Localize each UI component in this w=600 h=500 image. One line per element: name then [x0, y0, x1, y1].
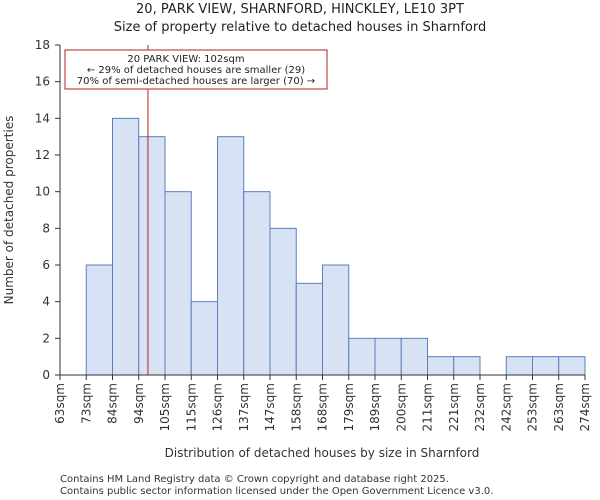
x-tick-label: 179sqm [342, 383, 356, 431]
bar-94sqm [138, 136, 166, 376]
x-tick-label: 158sqm [289, 383, 303, 431]
bar-115sqm [190, 301, 218, 376]
x-tick-label: 126sqm [211, 383, 225, 431]
chart-title: 20, PARK VIEW, SHARNFORD, HINCKLEY, LE10… [136, 2, 464, 17]
y-axis-label: Number of detached properties [2, 116, 16, 305]
chart-subtitle: Size of property relative to detached ho… [114, 20, 487, 35]
x-tick-label: 63sqm [53, 383, 67, 424]
x-axis-ticks: 63sqm 73sqm 84sqm 94sqm 105sqm 115sqm 126sqm 13… [53, 375, 592, 431]
y-tick-label: 12 [35, 148, 50, 162]
x-tick-label: 84sqm [106, 383, 120, 424]
annotation-line-1: 20 PARK VIEW: 102sqm [127, 54, 244, 65]
annotation-line-2: ← 29% of detached houses are smaller (29… [87, 65, 305, 76]
x-tick-label: 274sqm [578, 383, 592, 431]
y-tick-label: 10 [35, 185, 50, 199]
x-tick-label: 263sqm [552, 383, 566, 431]
y-tick-label: 0 [42, 368, 50, 382]
y-tick-label: 2 [42, 331, 50, 345]
y-tick-label: 18 [35, 38, 50, 52]
bar-73sqm [85, 264, 113, 376]
x-tick-label: 73sqm [79, 383, 93, 424]
bar-263sqm [558, 356, 586, 376]
x-tick-label: 137sqm [237, 383, 251, 431]
bar-242sqm [505, 356, 533, 376]
x-tick-label: 168sqm [316, 383, 330, 431]
bar-221sqm [453, 356, 481, 376]
y-tick-label: 14 [35, 111, 50, 125]
y-tick-label: 8 [42, 221, 50, 235]
x-tick-label: 232sqm [473, 383, 487, 431]
x-tick-label: 211sqm [421, 383, 435, 431]
x-tick-label: 242sqm [499, 383, 513, 431]
x-tick-label: 253sqm [526, 383, 540, 431]
x-tick-label: 105sqm [158, 383, 172, 431]
bar-253sqm [532, 356, 560, 376]
bar-147sqm [269, 227, 297, 376]
x-tick-label: 200sqm [394, 383, 408, 431]
x-tick-label: 221sqm [447, 383, 461, 431]
x-tick-label: 147sqm [263, 383, 277, 431]
x-axis-label: Distribution of detached houses by size … [165, 446, 480, 460]
footer-line-2: Contains public sector information licen… [60, 486, 493, 497]
bar-105sqm [164, 191, 192, 376]
annotation-box [64, 49, 328, 90]
bar-137sqm [243, 191, 271, 376]
y-tick-label: 6 [42, 258, 50, 272]
y-tick-label: 16 [35, 75, 50, 89]
bar-189sqm [374, 337, 402, 376]
bar-211sqm [427, 356, 455, 376]
y-axis-ticks: 0 2 4 6 8 10 12 14 16 18 [35, 38, 60, 382]
y-tick-label: 4 [42, 295, 50, 309]
footer-line-1: Contains HM Land Registry data © Crown c… [60, 474, 449, 485]
bar-200sqm [400, 337, 428, 376]
bar-126sqm [217, 136, 245, 376]
bar-158sqm [295, 282, 323, 376]
bars-group [85, 117, 586, 376]
x-tick-label: 115sqm [184, 383, 198, 431]
x-tick-label: 94sqm [132, 383, 146, 424]
bar-84sqm [112, 117, 140, 376]
bar-179sqm [348, 337, 376, 376]
x-tick-label: 189sqm [368, 383, 382, 431]
bar-168sqm [322, 264, 350, 376]
annotation-line-3: 70% of semi-detached houses are larger (… [77, 76, 315, 87]
